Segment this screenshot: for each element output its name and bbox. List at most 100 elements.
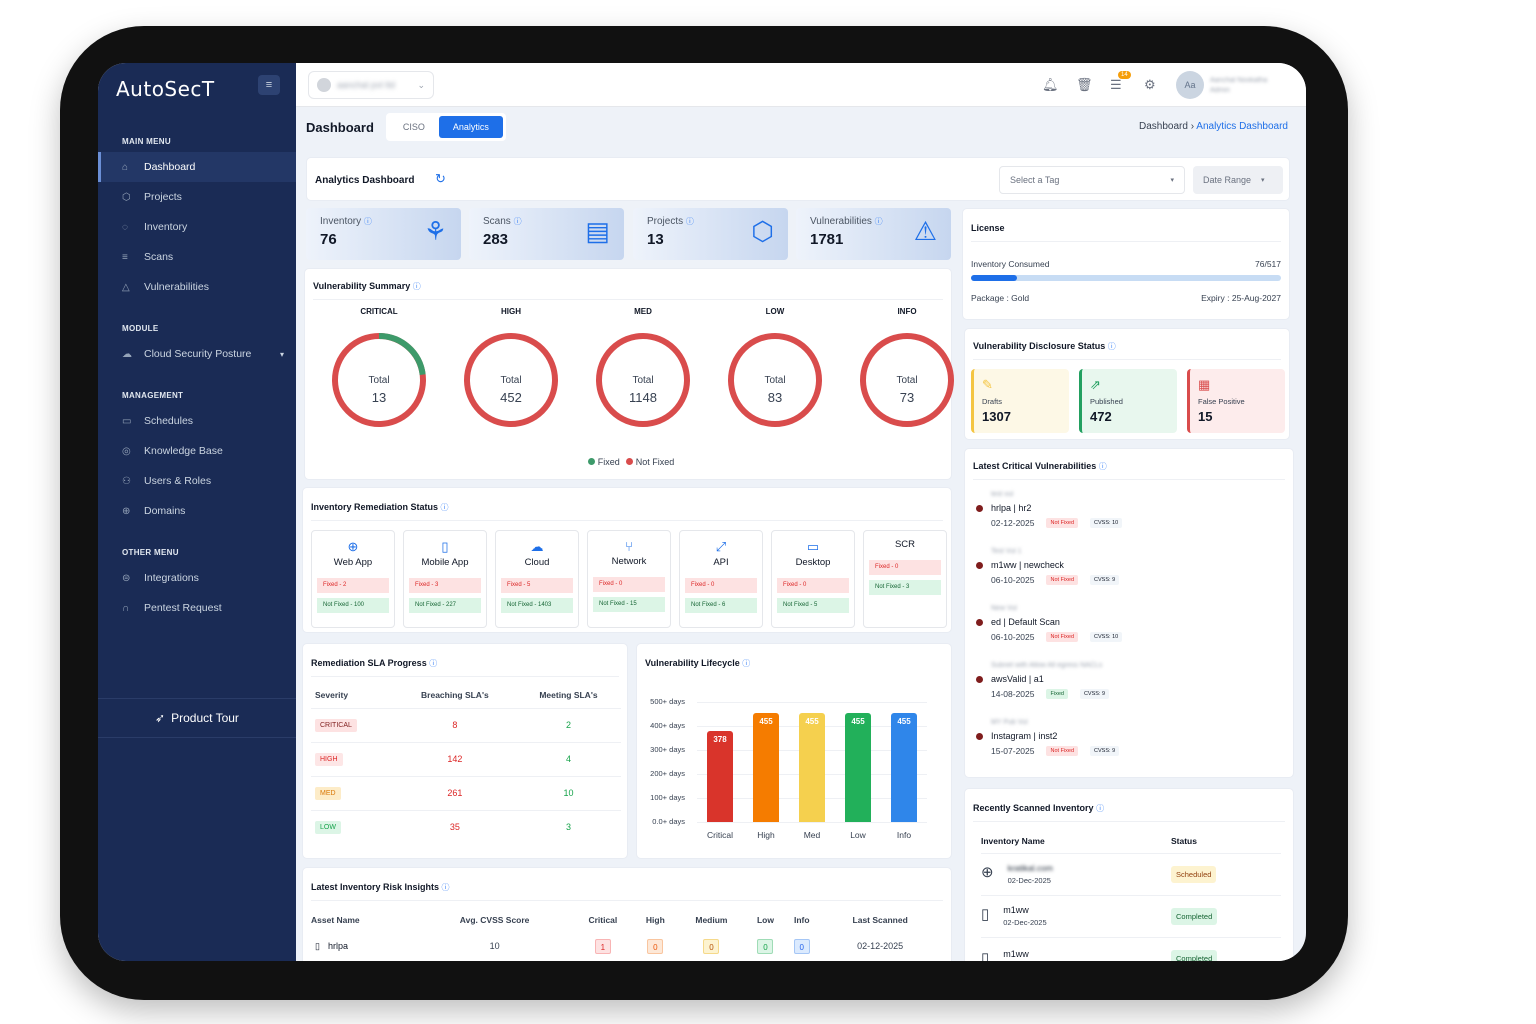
info-icon: ⓘ	[441, 883, 450, 892]
critical-vulnerability-item[interactable]: New Vul ed | Default Scan 06-10-2025 Not Fi…	[973, 605, 1273, 642]
stat-card-scans[interactable]: Scans ⓘ 283 ▤	[469, 208, 624, 260]
donut-total-value: 1148	[629, 390, 657, 405]
disclosure-published[interactable]: ⇗ Published 472	[1079, 369, 1177, 433]
sidebar-item-users-roles[interactable]: ⚇ Users & Roles	[122, 475, 212, 487]
remediation-network[interactable]: ⑂ Network Fixed - 0 Not Fixed - 15	[587, 530, 671, 628]
bar-med[interactable]: 455	[799, 712, 825, 822]
risk-insights-title: Latest Inventory Risk Insights ⓘ	[311, 882, 450, 892]
critical-vulnerability-item[interactable]: Subnet with Allow All egress NACLs awsVal…	[973, 662, 1273, 699]
sla-header-breaching: Breaching SLA's	[421, 689, 489, 700]
y-tick-label: 0.0+ days	[652, 817, 685, 826]
menu-toggle-icon[interactable]: ≡	[258, 75, 280, 95]
stat-card-vulnerabilities[interactable]: Vulnerabilities ⓘ 1781 ⚠	[796, 208, 951, 260]
sidebar-item-knowledge-base[interactable]: ◎ Knowledge Base	[122, 445, 223, 457]
critical-vulnerability-item[interactable]: test vul hrlpa | hr2 02-12-2025 Not Fixed CV…	[973, 491, 1273, 528]
sidebar-item-schedules[interactable]: ▭ Schedules	[122, 415, 194, 427]
remediation-cloud[interactable]: ☁ Cloud Fixed - 5 Not Fixed - 1403	[495, 530, 579, 628]
user-menu[interactable]: Aa Aanchal Nookatha Admin	[1176, 69, 1294, 101]
disclosure-false-positive[interactable]: ▦ False Positive 15	[1187, 369, 1285, 433]
legend-swatch-not-fixed	[625, 458, 633, 465]
rocket-icon: ➶	[155, 711, 166, 725]
tab-analytics[interactable]: Analytics	[438, 116, 503, 138]
bar-value-label: 455	[759, 716, 773, 726]
tab-ciso[interactable]: CISO	[402, 122, 425, 132]
product-tour-button[interactable]: ➶ Product Tour	[98, 698, 296, 738]
inventory-remediation-title: Inventory Remediation Status ⓘ	[311, 502, 449, 512]
remediation-desktop[interactable]: ▭ Desktop Fixed - 0 Not Fixed - 5	[771, 530, 855, 628]
grid-line	[697, 702, 927, 703]
remediation-web-app[interactable]: ⊕ Web App Fixed - 2 Not Fixed - 100	[311, 530, 395, 628]
table-row[interactable]: ▯ hrlpa 10 1 0 0 0 0 02-12-2025	[315, 938, 904, 954]
sidebar-item-vulnerabilities[interactable]: △ Vulnerabilities	[122, 281, 209, 293]
fixed-count: Fixed - 3	[409, 578, 481, 593]
tag-select[interactable]: Select a Tag ▾	[999, 166, 1185, 194]
table-row[interactable]: ▯ m1ww 02-Dec-2025 Completed	[981, 894, 1281, 937]
bar-value-label: 455	[897, 716, 911, 726]
severity-badge: LOW	[315, 820, 341, 834]
bar-high[interactable]: 455	[753, 712, 779, 822]
donut-total-value: 73	[899, 390, 915, 405]
bar-critical[interactable]: 378	[707, 731, 733, 822]
cvss-badge: CVSS: 10	[1090, 632, 1123, 642]
sidebar-item-scans[interactable]: ≡ Scans	[122, 251, 174, 263]
severity-badge: MED	[315, 786, 341, 800]
stat-card-inventory[interactable]: Inventory ⓘ 76 ⚘	[306, 208, 461, 260]
severity-badge: HIGH	[315, 752, 343, 766]
remediation-mobile-app[interactable]: ▯ Mobile App Fixed - 3 Not Fixed - 227	[403, 530, 487, 628]
table-row[interactable]: ▯ m1ww Completed	[981, 936, 1281, 961]
critical-vulnerability-item[interactable]: MY Pub Vul Instagram | inst2 15-07-2025 Not…	[973, 719, 1273, 756]
divider	[311, 900, 943, 901]
pencil-icon: ✎	[982, 377, 993, 392]
vulnerability-summary-card: Vulnerability Summary ⓘ CRITICAL Total 13 H…	[304, 268, 954, 480]
not-fixed-count: Not Fixed - 227	[409, 598, 481, 613]
table-row[interactable]: ⊕ kratikal.com 02-Dec-2025 Scheduled	[981, 852, 1281, 895]
calendar-icon: ▭	[122, 415, 132, 427]
donut-label: MED	[634, 307, 652, 316]
donut-chart	[860, 333, 954, 427]
breadcrumb-root[interactable]: Dashboard	[1139, 121, 1188, 132]
sla-header-meeting: Meeting SLA's	[539, 689, 598, 700]
org-selector[interactable]: aanchal pvt ltd ⌄	[308, 71, 434, 99]
donut-chart	[464, 333, 558, 427]
sidebar-item-pentest-request[interactable]: ∩ Pentest Request	[122, 602, 222, 614]
sidebar-item-integrations[interactable]: ⊜ Integrations	[122, 572, 199, 584]
gear-icon[interactable]: ⚙	[1144, 77, 1156, 92]
donut-label: INFO	[897, 307, 917, 316]
donut-chart	[728, 333, 822, 427]
trash-icon[interactable]: 🗑︎	[1076, 77, 1093, 92]
remediation-scr[interactable]: SCR Fixed - 0 Not Fixed - 3	[863, 530, 947, 628]
bell-icon[interactable]: 🔔︎	[1042, 77, 1059, 92]
home-icon: ⌂	[122, 161, 129, 173]
sidebar-item-cloud-security-posture[interactable]: ☁ Cloud Security Posture ▾	[122, 348, 284, 360]
task-list-icon[interactable]: ☰	[1110, 77, 1122, 92]
disclosure-drafts[interactable]: ✎ Drafts 1307	[971, 369, 1069, 433]
network-icon: ⑂	[625, 539, 633, 554]
sidebar-item-inventory[interactable]: ◌ Inventory	[122, 221, 188, 233]
desktop-icon: ▭	[806, 539, 820, 554]
sla-header-severity: Severity	[315, 689, 349, 700]
date-range-select[interactable]: Date Range ▾	[1193, 166, 1283, 194]
bar-info[interactable]: 455	[891, 712, 917, 822]
document-scan-icon: ▤	[585, 216, 610, 246]
divider	[973, 359, 1281, 360]
status-badge: Completed	[1171, 949, 1218, 961]
scan-icon: ≡	[122, 251, 128, 263]
users-icon: ⚇	[122, 475, 131, 487]
sidebar-item-domains[interactable]: ⊕ Domains	[122, 505, 186, 517]
critical-vulnerability-item[interactable]: Test Vul 1 m1ww | newcheck 06-10-2025 Not F…	[973, 548, 1273, 585]
mobile-icon: ▯	[981, 950, 990, 961]
refresh-icon[interactable]: ↻	[435, 171, 446, 186]
donut-total-value: 13	[371, 390, 387, 405]
bar-low[interactable]: 455	[845, 712, 871, 822]
brand-logo[interactable]: AutoSecT	[116, 77, 215, 101]
api-icon: ⤢	[715, 539, 727, 554]
divider	[311, 520, 943, 521]
divider	[973, 479, 1285, 480]
warning-icon: △	[122, 281, 130, 293]
sidebar-item-projects[interactable]: ⬡ Projects	[122, 191, 182, 203]
stat-card-projects[interactable]: Projects ⓘ 13 ⬡	[633, 208, 788, 260]
status-badge: Not Fixed	[1046, 518, 1079, 528]
donut-critical: CRITICAL Total 13	[313, 307, 445, 430]
remediation-api[interactable]: ⤢ API Fixed - 0 Not Fixed - 6	[679, 530, 763, 628]
sidebar-item-dashboard[interactable]: ⌂ Dashboard	[98, 152, 296, 182]
